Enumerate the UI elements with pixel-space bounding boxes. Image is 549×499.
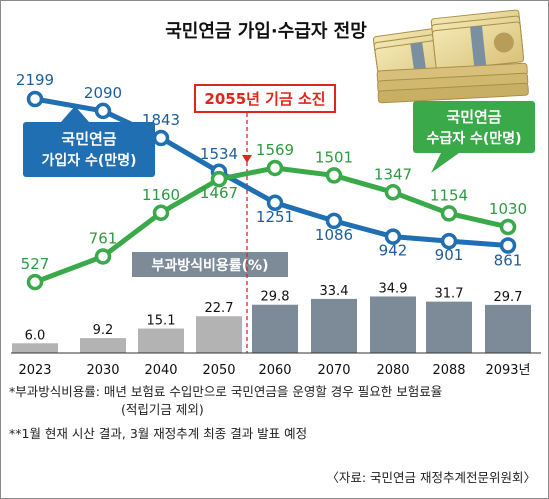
x-tick-label-2: 2040 (144, 363, 177, 378)
bar-label-2: 15.1 (147, 314, 176, 329)
note-bias-definition: *부과방식비용률: 매년 보험료 수입만으로 국민연금을 운영할 경우 필요한 … (9, 384, 443, 399)
series-0-point-1 (94, 102, 112, 120)
series-0-point-5 (325, 212, 343, 230)
series-1-point-6 (384, 184, 402, 201)
bar-label-4: 29.8 (261, 290, 290, 305)
depletion-arrow-icon (242, 155, 252, 163)
legend-pointer-beneficiaries (431, 153, 459, 173)
series-1-point-3 (210, 170, 228, 188)
series-0-point-4 (266, 194, 284, 212)
source-note: 〈자료: 국민연금 재정추계전문위원회〉 (326, 470, 536, 485)
legend-box-beneficiaries (413, 101, 535, 153)
bar-label-8: 29.7 (494, 290, 523, 305)
series-1-point-0 (26, 273, 44, 291)
bar-8 (485, 304, 531, 353)
series-1-point-7 (440, 205, 458, 222)
series-0-point-6 (384, 228, 402, 245)
legend-box-subscribers (23, 122, 155, 177)
bar-7 (426, 301, 472, 353)
series-0-label-6: 942 (379, 242, 408, 260)
series-1-point-4 (266, 159, 284, 177)
bar-2 (138, 328, 184, 353)
bar-label-7: 31.7 (435, 287, 464, 302)
series-0-label-5: 1086 (315, 226, 353, 244)
series-1-label-8: 1030 (489, 200, 527, 218)
legend-beneficiaries-line1: 국민연금 (446, 108, 501, 126)
bars-layer: 6.0 9.2 15.1 22.7 29.8 33.4 34.9 31.7 29.7 부과방식비용… (12, 252, 531, 353)
x-tick-label-1: 2030 (86, 363, 119, 378)
money-stack-icon (372, 9, 529, 104)
x-tick-label-5: 2070 (317, 363, 350, 378)
depletion-label: 2055년 기금 소진 (204, 90, 325, 108)
bar-legend-label: 부과방식비용률(%) (152, 257, 269, 274)
series-1-point-1 (94, 248, 112, 265)
series-0-point-8 (499, 237, 517, 254)
legend-beneficiaries-line2: 수급자 수(만명) (427, 130, 522, 147)
bar-3 (196, 316, 242, 353)
series-0-label-1: 2090 (84, 84, 122, 102)
bar-label-6: 34.9 (379, 281, 408, 296)
x-tick-label-8: 2093년 (485, 363, 530, 378)
series-1-label-6: 1347 (374, 165, 412, 183)
series-0-point-0 (26, 90, 44, 108)
note-provisional: **1월 현재 시산 결과, 3월 재정추계 최종 결과 발표 예정 (9, 426, 308, 441)
series-0-point-7 (440, 232, 458, 250)
series-1-label-0: 527 (21, 255, 50, 273)
series-1-label-5: 1501 (315, 148, 353, 166)
depletion-box (194, 84, 336, 113)
series-0-label-4: 1251 (256, 208, 294, 226)
series-1-label-7: 1154 (430, 186, 468, 204)
legend-subscribers-line1: 국민연금 (61, 130, 116, 148)
chart-title: 국민연금 가입·수급자 전망 (165, 20, 367, 42)
x-axis: 2023 2030 2040 2050 2060 2070 2080 2088 2093년 (11, 352, 541, 378)
bar-label-5: 33.4 (320, 284, 349, 299)
x-tick-label-4: 2060 (258, 363, 291, 378)
series-1-point-5 (325, 167, 343, 184)
series-0-label-7: 901 (435, 246, 464, 264)
footnotes: *부과방식비용률: 매년 보험료 수입만으로 국민연금을 운영할 경우 필요한 … (9, 383, 544, 443)
x-tick-label-3: 2050 (202, 363, 235, 378)
bar-label-3: 22.7 (205, 301, 234, 316)
bar-6 (370, 296, 416, 353)
bar-label-1: 9.2 (93, 323, 114, 338)
series-1-label-1: 761 (89, 229, 118, 247)
bar-0 (12, 343, 58, 353)
legend-subscribers-line2: 가입자 수(만명) (42, 152, 137, 169)
chart-svg: 국민연금 가입·수급자 전망 6.0 9. (11, 9, 541, 378)
series-1-label-3: 1467 (200, 184, 238, 202)
bar-legend-tag (132, 252, 288, 277)
legend-pointer-subscribers (61, 106, 89, 122)
series-1-label-2: 1160 (142, 186, 180, 204)
note-bias-exclusion: (적립기금 제외) (121, 402, 204, 417)
bar-label-0: 6.0 (25, 328, 46, 343)
series-1-point-2 (152, 204, 170, 222)
series-0-label-3: 1534 (200, 145, 238, 163)
x-tick-label-7: 2088 (432, 363, 465, 378)
series-1-label-4: 1569 (256, 141, 294, 159)
series-0-label-8: 861 (494, 252, 523, 270)
bar-5 (311, 298, 357, 353)
x-tick-label-6: 2080 (376, 363, 409, 378)
bar-4 (252, 304, 298, 353)
x-tick-label-0: 2023 (18, 363, 51, 378)
series-0-point-2 (152, 129, 170, 147)
series-1-point-8 (499, 218, 517, 236)
series-0-label-0: 2199 (16, 71, 54, 89)
bar-1 (80, 338, 126, 353)
